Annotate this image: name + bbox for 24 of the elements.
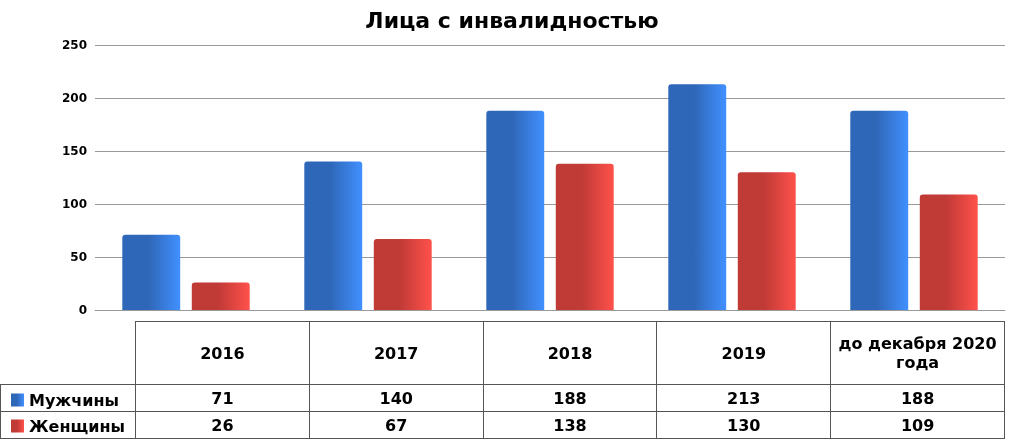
data-label: 71 bbox=[135, 384, 310, 412]
x-tick-label: 2019 bbox=[656, 321, 831, 385]
data-label: 67 bbox=[309, 411, 484, 439]
y-tick-label: 100 bbox=[61, 197, 87, 211]
y-tick-label: 0 bbox=[78, 303, 87, 317]
legend-label: Женщины bbox=[29, 416, 125, 436]
legend-label: Мужчины bbox=[29, 390, 119, 410]
y-tick-label: 250 bbox=[61, 38, 87, 52]
y-tick-label: 50 bbox=[70, 250, 87, 264]
data-label: 213 bbox=[656, 384, 831, 412]
x-tick-label: 2016 bbox=[135, 321, 310, 385]
data-label: 138 bbox=[483, 411, 657, 439]
data-label: 109 bbox=[830, 411, 1005, 439]
y-tick-label: 150 bbox=[61, 144, 87, 158]
data-label: 140 bbox=[309, 384, 484, 412]
data-label: 188 bbox=[483, 384, 657, 412]
x-tick-label: 2017 bbox=[309, 321, 484, 385]
data-label: 188 bbox=[830, 384, 1005, 412]
x-tick-label: 2018 bbox=[483, 321, 657, 385]
y-tick-label: 200 bbox=[61, 91, 87, 105]
x-tick-label: до декабря 2020 года bbox=[830, 321, 1005, 385]
data-label: 130 bbox=[656, 411, 831, 439]
chart-title: Лица с инвалидностью bbox=[365, 7, 659, 33]
data-label: 26 bbox=[135, 411, 310, 439]
